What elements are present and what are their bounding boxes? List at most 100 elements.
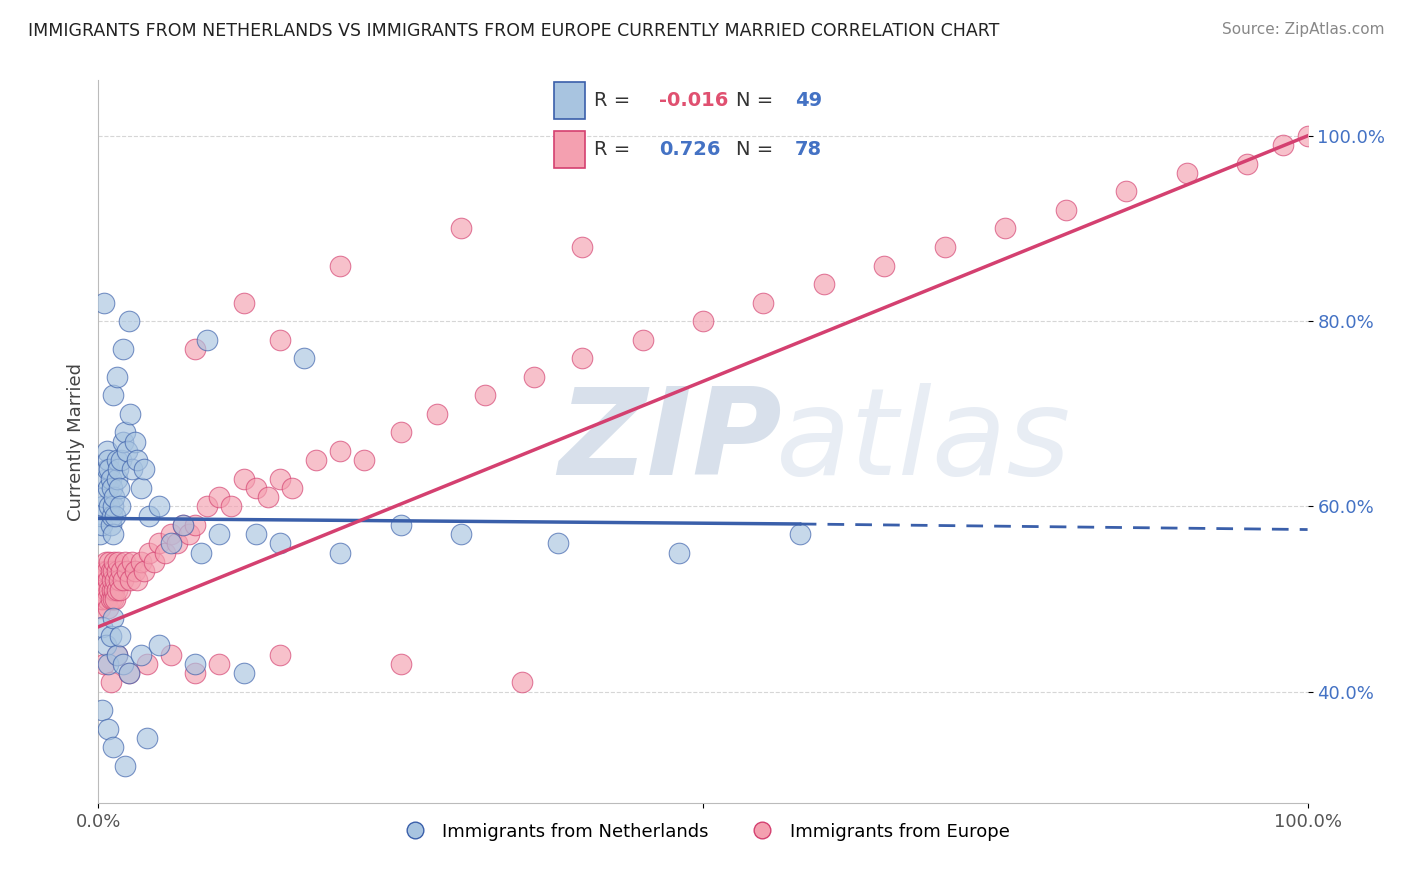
Point [100, 675, 122, 690]
Point [160, 648, 183, 662]
Point [138, 508, 160, 523]
Point [91, 582, 114, 597]
Point [129, 481, 152, 495]
Point [329, 546, 352, 560]
Point [179, 527, 201, 541]
Point [98, 500, 121, 514]
Point [108, 500, 131, 514]
Point [752, 295, 775, 310]
Point [101, 527, 124, 541]
Point [105, 582, 128, 597]
Point [114, 555, 136, 569]
Point [129, 555, 152, 569]
Point [100, 582, 122, 597]
Text: atlas: atlas [776, 383, 1071, 500]
Point [101, 610, 124, 624]
Point [523, 369, 546, 384]
Point [98, 555, 121, 569]
Point [103, 555, 125, 569]
Point [184, 666, 207, 681]
Point [105, 648, 128, 662]
Point [90, 508, 112, 523]
Point [127, 574, 149, 588]
Point [93, 657, 115, 671]
Point [100, 508, 122, 523]
Point [111, 342, 134, 356]
Point [245, 481, 267, 495]
Point [93, 574, 115, 588]
Point [172, 517, 194, 532]
Point [117, 564, 139, 578]
Point [118, 666, 141, 681]
Point [450, 527, 472, 541]
Point [105, 564, 128, 578]
Text: IMMIGRANTS FROM NETHERLANDS VS IMMIGRANTS FROM EUROPE CURRENTLY MARRIED CORRELAT: IMMIGRANTS FROM NETHERLANDS VS IMMIGRANT… [28, 22, 1000, 40]
Point [103, 582, 125, 597]
Point [124, 434, 146, 449]
Point [101, 740, 124, 755]
Point [232, 472, 254, 486]
Point [108, 582, 131, 597]
Point [97, 601, 120, 615]
Point [450, 221, 472, 235]
Point [94, 472, 117, 486]
Point [269, 333, 291, 347]
Point [184, 657, 207, 671]
Point [91, 620, 114, 634]
Point [97, 453, 120, 467]
Point [101, 388, 124, 402]
Point [208, 490, 231, 504]
Point [105, 648, 128, 662]
Point [184, 517, 207, 532]
Point [118, 314, 141, 328]
Point [143, 555, 166, 569]
Point [389, 657, 412, 671]
Point [134, 564, 156, 578]
Point [389, 425, 412, 440]
Point [104, 574, 127, 588]
Point [292, 351, 315, 366]
Point [94, 638, 117, 652]
Point [91, 500, 114, 514]
Point [100, 517, 122, 532]
Point [232, 295, 254, 310]
Point [118, 574, 141, 588]
Point [108, 481, 131, 495]
Point [100, 472, 122, 486]
Point [138, 546, 160, 560]
Point [93, 295, 115, 310]
Point [107, 555, 129, 569]
Point [208, 527, 231, 541]
Point [994, 221, 1017, 235]
Text: ZIP: ZIP [558, 383, 782, 500]
Point [329, 443, 352, 458]
Point [121, 555, 143, 569]
Point [103, 490, 125, 504]
Point [105, 472, 128, 486]
Point [245, 527, 267, 541]
Point [100, 564, 122, 578]
Y-axis label: Currently Married: Currently Married [66, 362, 84, 521]
Point [91, 703, 114, 717]
Point [269, 648, 291, 662]
Point [148, 500, 170, 514]
Point [148, 638, 170, 652]
Point [104, 592, 127, 607]
Point [108, 574, 131, 588]
Point [571, 351, 593, 366]
Point [256, 490, 278, 504]
Point [135, 657, 157, 671]
Point [329, 259, 352, 273]
Bar [554, 82, 585, 119]
Point [110, 453, 132, 467]
Point [97, 722, 120, 736]
Point [127, 453, 149, 467]
Point [129, 648, 152, 662]
Point [111, 574, 134, 588]
Point [135, 731, 157, 745]
Point [148, 536, 170, 550]
Point [1054, 202, 1077, 217]
Point [813, 277, 835, 291]
Point [195, 500, 218, 514]
Point [111, 657, 134, 671]
